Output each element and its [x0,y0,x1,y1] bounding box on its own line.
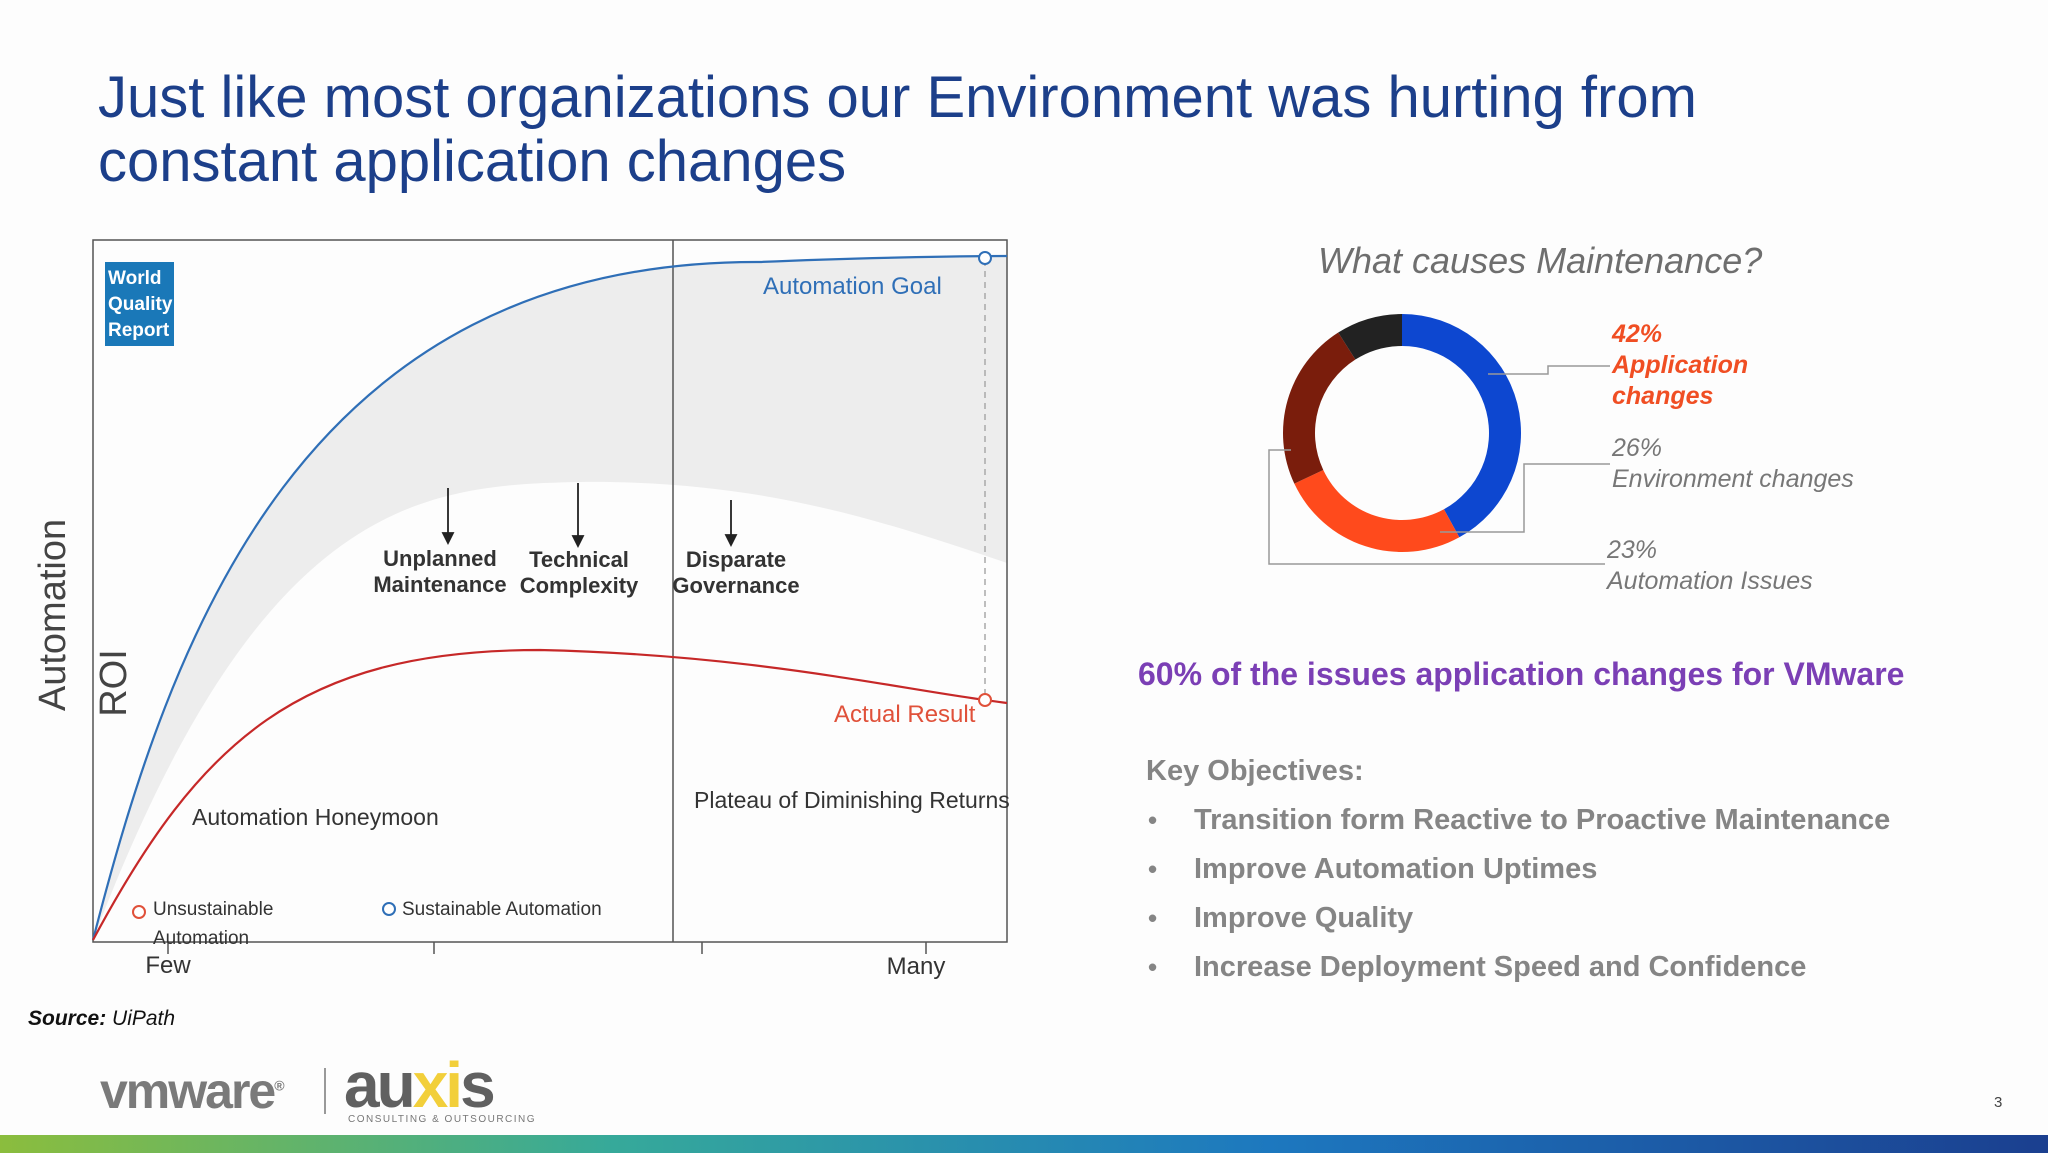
source-value: UiPath [112,1007,176,1030]
automation-goal-label: Automation Goal [763,273,942,300]
actual-result-curve [92,648,1008,941]
auxis-logo-tagline: CONSULTING & OUTSOURCING [348,1114,537,1125]
donut-segments [1282,314,1522,553]
objective-item: Increase Deployment Speed and Confidence [1146,950,1890,984]
donut-segment-3 [1338,314,1402,360]
page-number: 3 [1994,1094,2003,1111]
plot-frame [92,239,1008,943]
legend-auto-pct: 23% [1607,536,1658,564]
cause-technical-line-2: Complexity [520,573,639,598]
legend-app-pct: 42% [1612,320,1663,348]
legend-unsustainable-marker [132,905,146,919]
phase-plateau-label: Plateau of Diminishing Returns [694,787,1010,813]
legend-app-line-3: changes [1612,382,1714,410]
legend-automation-issues: 23% Automation Issues [1607,535,1813,597]
badge-line-2: Quality [108,294,173,315]
donut-segment-1 [1294,470,1460,553]
legend-auto-label: Automation Issues [1607,567,1813,595]
cause-technical-line-1: Technical [529,547,629,572]
x-tick-many: Many [887,953,946,980]
highlight-statement: 60% of the issues application changes fo… [1138,656,1905,692]
cause-unplanned-line-1: Unplanned [383,546,497,571]
legend-application-changes: 42% Application changes [1612,319,1748,412]
cause-arrows [441,483,738,549]
goal-marker [978,251,992,265]
actual-marker [978,693,992,707]
badge-line-1: World [108,268,161,289]
source-note: Source: UiPath [28,1007,175,1031]
automation-goal-curve [91,254,1008,941]
legend-env-label: Environment changes [1612,465,1854,493]
phase-honeymoon-label: Automation Honeymoon [192,804,439,830]
legend-app-line-2: Application [1612,351,1749,379]
y-axis-label-roi: ROI [93,649,135,717]
x-tick-few: Few [145,952,191,979]
donut-leader-lines [1268,365,1610,565]
vmware-logo: vmware® [100,1063,285,1119]
objective-item: Improve Quality [1146,901,1890,935]
legend-env-pct: 26% [1612,434,1663,462]
cause-disparate-line-2: Governance [672,573,799,598]
slide-title: Just like most organizations our Environ… [98,66,1898,194]
legend-sustainable-label: Sustainable Automation [402,899,602,920]
donut-segment-2 [1282,332,1356,484]
cause-disparate-line-1: Disparate [686,547,786,572]
title-line-1: Just like most organizations our Environ… [98,65,1697,130]
actual-result-label: Actual Result [834,701,976,728]
footer-gradient-bar [0,1135,2048,1153]
legend-unsustainable-line-1: Unsustainable [153,899,273,920]
key-objectives: Key Objectives: Transition form Reactive… [1146,755,1890,999]
legend-unsustainable-line-2: Automation [153,928,249,949]
logo-divider [324,1068,326,1114]
objectives-heading: Key Objectives: [1146,755,1364,787]
objectives-list: Transition form Reactive to Proactive Ma… [1146,803,1890,984]
badge-line-3: Report [108,320,170,341]
maintenance-causes-donut [1268,314,1610,565]
legend-sustainable-marker [382,902,396,916]
y-axis-label-automation: Automation [32,519,74,711]
legend-environment-changes: 26% Environment changes [1612,433,1854,495]
roi-gap-band [93,256,1007,940]
x-axis-ticks [167,942,927,954]
cause-unplanned-line-2: Maintenance [373,572,506,597]
donut-title: What causes Maintenance? [1318,240,1763,281]
auxis-logo: auxis [344,1049,496,1121]
objective-item: Improve Automation Uptimes [1146,852,1890,886]
source-label: Source: [28,1007,107,1030]
donut-segment-0 [1402,314,1522,538]
title-line-2: constant application changes [98,129,847,194]
roi-curve-chart: World Quality Report Automation ROI Few … [32,239,1010,980]
objective-item: Transition form Reactive to Proactive Ma… [1146,803,1890,837]
world-quality-report-badge [105,262,174,346]
